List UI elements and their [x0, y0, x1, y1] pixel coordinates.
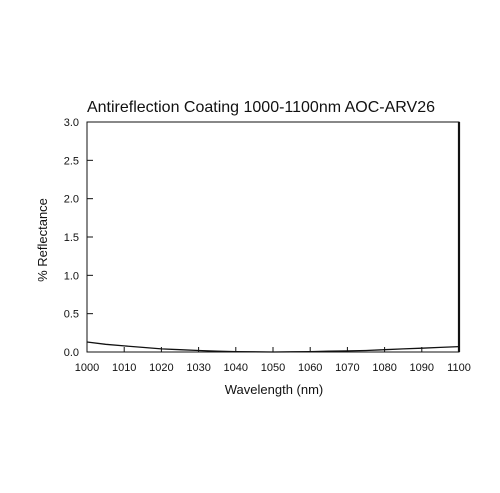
y-tick-label: 1.0: [64, 270, 79, 282]
x-axis-title: Wavelength (nm): [225, 382, 324, 397]
y-tick-label: 0.0: [64, 347, 79, 359]
y-tick-label: 2.5: [64, 155, 79, 167]
y-axis-ticks: 0.0 0.5 1.0 1.5 2.0 2.5 3.0: [64, 117, 93, 359]
y-tick-label: 0.5: [64, 309, 79, 321]
y-axis-title: % Reflectance: [35, 198, 50, 282]
x-tick-label: 1010: [112, 362, 136, 374]
x-tick-label: 1050: [261, 362, 285, 374]
x-axis-ticks: 1000 1010 1020 1030 1040 1050 1060 1070 1080 1090…: [75, 347, 471, 374]
plot-frame: [86, 121, 460, 353]
chart-title: Antireflection Coating 1000-1100nm AOC-A…: [87, 99, 435, 116]
x-tick-label: 1000: [75, 362, 99, 374]
plot-area: 0.00.51.01.52.02.53.0 1000 1010 1020 1030 10…: [64, 117, 471, 374]
x-tick-label: 1060: [298, 362, 322, 374]
x-tick-label: 1100: [447, 362, 471, 374]
y-tick-label: 1.5: [64, 232, 79, 244]
y-tick-label: 2.0: [64, 194, 79, 206]
x-tick-label: 1020: [149, 362, 173, 374]
x-tick-label: 1070: [335, 362, 359, 374]
x-tick-label: 1030: [186, 362, 210, 374]
x-tick-label: 1040: [224, 362, 248, 374]
y-tick-label: 3.0: [64, 117, 79, 129]
x-tick-label: 1090: [410, 362, 434, 374]
series-group: [86, 122, 461, 353]
x-tick-label: 1080: [372, 362, 396, 374]
reflectance-line: [86, 341, 460, 353]
